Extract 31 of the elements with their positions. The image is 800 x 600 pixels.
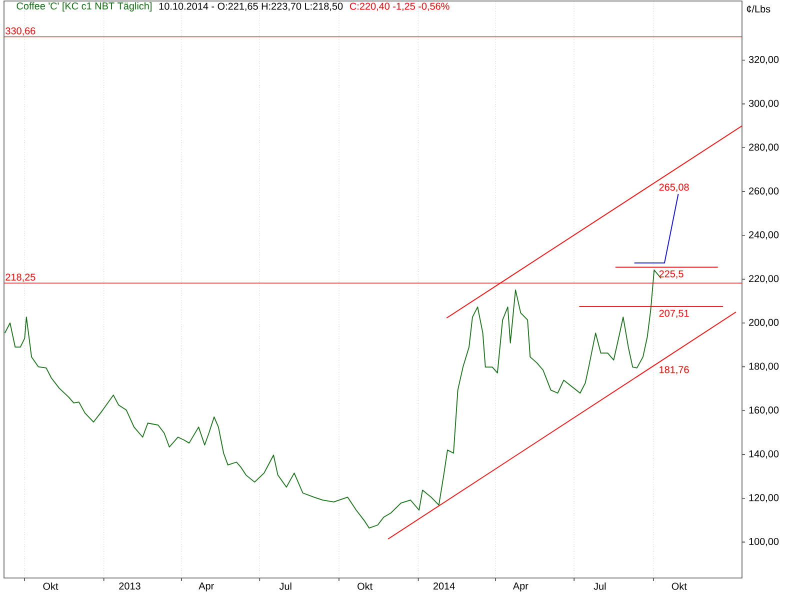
chart-title: Coffee 'C' [KC c1 NBT Täglich] <box>16 2 152 12</box>
ref-line-label: 218,25 <box>6 274 36 282</box>
x-tick-label: Jul <box>594 582 606 590</box>
y-tick-label: 320,00 <box>748 56 779 64</box>
x-tick-label: 2013 <box>119 582 140 590</box>
annotation: C:220,40 -1,25 -0,56% <box>350 2 450 11</box>
annotation: 207,51 <box>659 310 689 318</box>
y-tick-label: 260,00 <box>749 187 779 196</box>
y-tick-label: 160,00 <box>749 406 779 415</box>
x-tick-label: Jul <box>279 582 292 590</box>
x-tick-label: 2014 <box>433 582 455 590</box>
x-tick-label: Okt <box>672 582 687 590</box>
ref-line-label: 330,66 <box>6 27 36 36</box>
y-tick-label: 200,00 <box>749 318 779 328</box>
y-tick-label: 140,00 <box>749 450 779 459</box>
y-tick-label: 120,00 <box>749 494 779 502</box>
y-tick-label: 100,00 <box>749 538 779 546</box>
x-tick-label: Apr <box>512 582 528 592</box>
x-tick-label: Okt <box>43 582 58 590</box>
y-tick-label: 300,00 <box>748 100 779 108</box>
x-tick-label: Apr <box>198 582 214 592</box>
y-tick-label: 220,00 <box>749 275 779 284</box>
annotation: 225,5 <box>659 270 684 279</box>
x-tick-label: Okt <box>358 582 373 590</box>
y-tick-label: 180,00 <box>749 362 779 371</box>
annotation: 181,76 <box>660 366 689 374</box>
y-tick-label: 280,00 <box>749 144 779 152</box>
y-axis-title: ¢/Lbs <box>746 5 770 13</box>
annotation: 265,08 <box>659 184 689 192</box>
chart-subtitle: 10.10.2014 - O:221,65 H:223,70 L:218,50 <box>159 2 343 11</box>
y-tick-label: 240,00 <box>749 231 779 240</box>
